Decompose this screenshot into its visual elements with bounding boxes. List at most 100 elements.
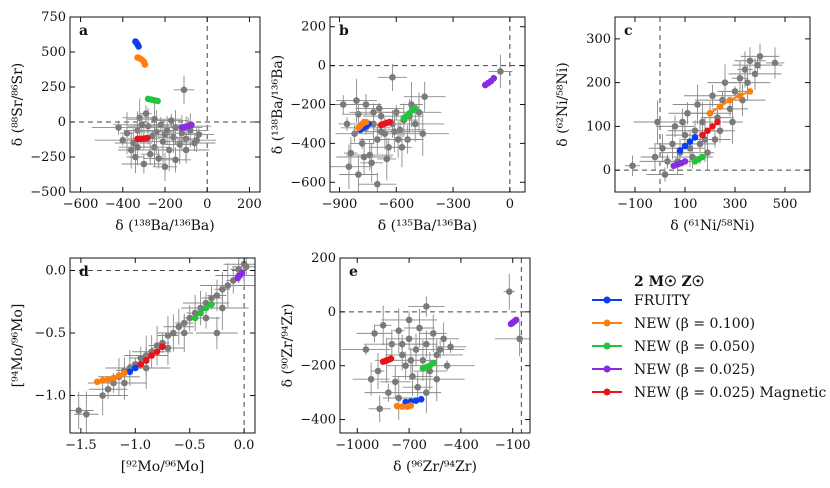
grain-marker <box>505 288 513 295</box>
grain-marker <box>654 118 661 126</box>
x-tick-label: −1.5 <box>65 438 97 453</box>
grain-marker <box>681 131 689 139</box>
series-point <box>407 402 415 409</box>
series-point <box>699 131 706 139</box>
grain-marker <box>398 351 406 359</box>
grain-marker <box>343 120 351 128</box>
grain-marker <box>744 79 751 86</box>
legend-label: NEW (β = 0.100) <box>634 316 755 332</box>
grain-point <box>655 115 695 138</box>
grain-point <box>143 148 174 169</box>
y-axis-label: δ (¹³⁸Ba/¹³⁶Ba) <box>270 55 286 154</box>
series-point <box>387 355 395 362</box>
series-b100 <box>393 402 415 410</box>
grain-point <box>74 391 99 433</box>
grain-marker <box>389 73 396 81</box>
legend-label: NEW (β = 0.050) <box>634 339 755 355</box>
legend-entry-beta-0025: NEW (β = 0.025) <box>592 362 755 378</box>
y-tick-label: −400 <box>300 413 336 428</box>
series-b050 <box>191 300 215 322</box>
series-fruity <box>402 396 425 406</box>
grain-point <box>356 324 393 343</box>
series-point <box>93 378 101 386</box>
series-point <box>142 357 150 364</box>
y-axis-label: δ (⁹⁰Zr/⁹⁴Zr) <box>280 304 296 388</box>
grain-marker <box>83 410 90 418</box>
grain-marker <box>168 117 175 124</box>
panel-a: −600 −400 −200 0 200 −500 −250 0 250 500 750 δ (¹³⁸… <box>10 10 262 234</box>
y-tick-label: 200 <box>311 251 336 266</box>
grain-marker <box>375 105 383 112</box>
grain-point <box>392 308 405 354</box>
series-point <box>676 147 684 154</box>
grain-marker <box>395 327 403 334</box>
grain-point <box>382 375 415 421</box>
panel-c: −100 100 300 500 0 100 200 300 δ (⁶¹Ni/⁵⁸Ni) δ (⁶… <box>555 16 811 234</box>
grain-marker <box>137 354 145 362</box>
series-point <box>699 153 706 161</box>
series-point <box>412 397 420 404</box>
series-point <box>141 61 149 68</box>
x-tick-label: −600 <box>378 197 414 212</box>
grain-marker <box>726 105 734 113</box>
grain-marker <box>377 128 385 136</box>
grain-point <box>428 322 460 356</box>
series-point <box>154 97 161 105</box>
grain-marker <box>709 92 716 100</box>
grain-point <box>350 93 382 116</box>
grain-marker <box>694 101 701 108</box>
series-point <box>417 396 425 403</box>
y-axis-label: [⁹⁴Mo/⁹⁶Mo] <box>10 304 26 388</box>
grain-marker <box>339 101 347 108</box>
series-fruity <box>132 38 142 50</box>
series-point <box>686 138 694 145</box>
grain-marker <box>172 156 179 164</box>
y-tick-label: 100 <box>586 119 611 134</box>
y-tick-label: 0 <box>318 59 326 74</box>
series-point <box>197 309 204 317</box>
grain-marker <box>164 344 172 352</box>
grain-point <box>435 340 467 353</box>
grain-marker <box>377 112 385 120</box>
plot-area <box>330 17 525 192</box>
legend-swatch-marker <box>603 365 611 373</box>
grain-marker <box>186 314 194 322</box>
grain-marker <box>741 66 749 73</box>
grain-point <box>624 155 641 176</box>
grain-marker <box>142 110 150 117</box>
grain-marker <box>754 61 761 69</box>
grain-point <box>336 139 392 175</box>
series-point <box>512 316 520 324</box>
y-tick-label: 200 <box>586 76 611 91</box>
grain-marker <box>423 340 430 348</box>
series-mag <box>379 355 395 365</box>
series-fruity <box>676 134 699 154</box>
grain-marker <box>99 392 106 399</box>
grain-point <box>388 347 434 374</box>
grain-marker <box>127 146 135 154</box>
series-point <box>736 92 744 100</box>
grain-marker <box>374 180 381 188</box>
series-point <box>110 374 117 382</box>
series-point <box>135 43 142 50</box>
grain-marker <box>115 124 122 131</box>
series-b025 <box>234 269 246 282</box>
grain-marker <box>651 153 659 161</box>
grain-marker <box>756 53 764 60</box>
axes-frame <box>614 16 811 193</box>
grain-point <box>724 64 771 101</box>
grain-marker <box>684 109 691 117</box>
grain-point <box>633 100 682 144</box>
series-b050 <box>144 95 161 105</box>
series-point <box>137 360 145 368</box>
x-axis-label: δ (⁹⁶Zr/⁹⁴Zr) <box>393 459 477 475</box>
plot-area <box>340 258 530 433</box>
series-point <box>681 158 689 165</box>
series-point <box>706 109 714 117</box>
grain-marker <box>679 118 686 126</box>
grain-point <box>722 99 743 145</box>
series-point <box>746 88 754 95</box>
grain-marker <box>146 150 154 158</box>
x-axis-label: δ (⁶¹Ni/⁵⁸Ni) <box>670 218 754 234</box>
grain-point <box>175 313 194 353</box>
